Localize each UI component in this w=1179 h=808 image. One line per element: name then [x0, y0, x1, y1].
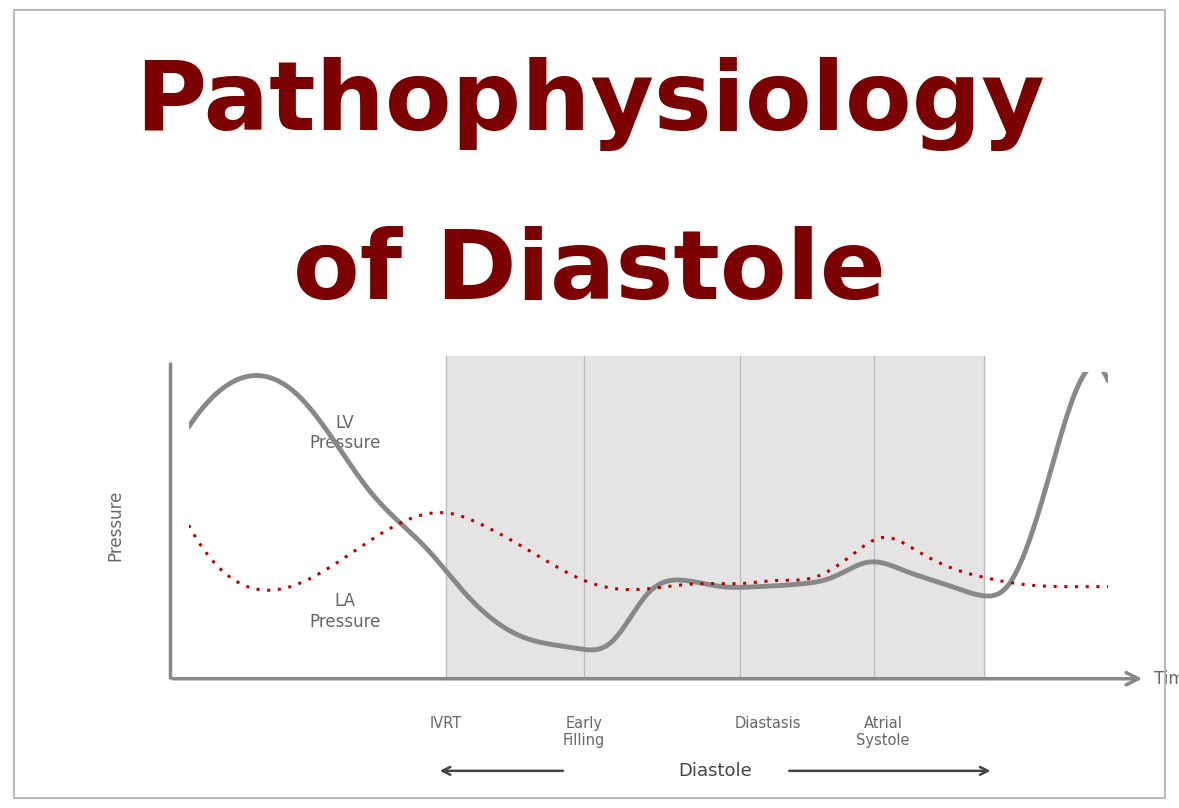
- Text: Early
Filling: Early Filling: [562, 716, 605, 748]
- Text: Pathophysiology: Pathophysiology: [134, 57, 1045, 150]
- Bar: [446, 356, 984, 679]
- Text: Diastole: Diastole: [678, 762, 752, 780]
- Text: LV
Pressure: LV Pressure: [309, 414, 381, 452]
- Text: Diastasis: Diastasis: [735, 716, 802, 730]
- Text: of Diastole: of Diastole: [294, 226, 885, 319]
- Text: Atrial
Systole: Atrial Systole: [856, 716, 910, 748]
- Text: Pressure: Pressure: [106, 490, 124, 561]
- Text: LA
Pressure: LA Pressure: [309, 591, 381, 630]
- Text: IVRT: IVRT: [430, 716, 462, 730]
- Text: Time: Time: [1154, 670, 1179, 688]
